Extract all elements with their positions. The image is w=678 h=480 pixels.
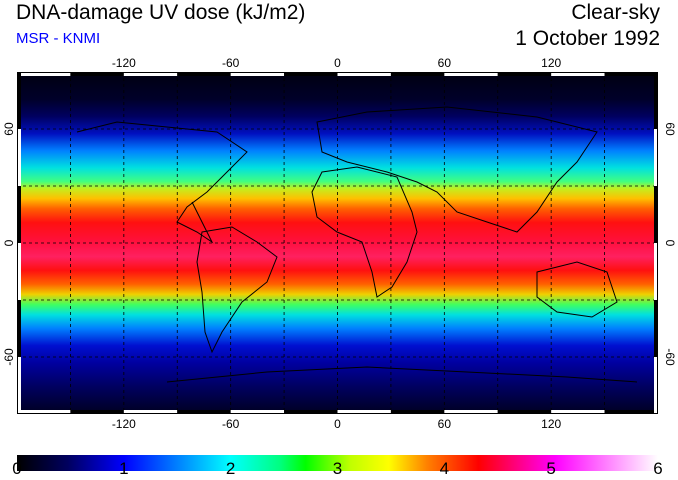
frame-tick-segment: [551, 410, 605, 414]
frame-tick-segment: [17, 72, 71, 76]
map-source: MSR - KNMI: [16, 30, 101, 47]
antarctica-outline: [166, 366, 638, 383]
sky-condition: Clear-sky: [571, 1, 660, 24]
frame-tick-segment: [177, 72, 231, 76]
longitude-label: -120: [111, 417, 136, 431]
frame-tick-segment: [390, 72, 445, 76]
map-date: 1 October 1992: [515, 27, 660, 50]
longitude-label: 120: [541, 417, 562, 431]
frame-tick-segment: [337, 410, 391, 414]
latitude-label: 0: [663, 239, 677, 247]
frame-tick-segment: [17, 243, 21, 300]
latitude-label: 60: [2, 122, 16, 136]
frame-tick-segment: [17, 410, 71, 414]
frame-tick-segment: [551, 72, 605, 76]
frame-tick-segment: [604, 410, 658, 414]
frame-tick-segment: [654, 186, 658, 243]
frame-tick-segment: [497, 410, 552, 414]
australia-outline: [536, 261, 618, 318]
colorbar-tick-label: 3: [332, 459, 343, 478]
frame-tick-segment: [230, 72, 285, 76]
frame-tick-segment: [123, 72, 178, 76]
colorbar-tick-label: 6: [653, 459, 663, 478]
map-title: DNA-damage UV dose (kJ/m2): [16, 1, 306, 24]
frame-tick-segment: [70, 72, 124, 76]
longitude-label: 0: [334, 417, 341, 431]
latitude-label: -60: [2, 348, 16, 366]
colorbar-tick-label: 1: [119, 459, 129, 478]
frame-tick-segment: [284, 72, 338, 76]
frame-tick-segment: [654, 243, 658, 300]
frame-tick-segment: [654, 357, 658, 414]
frame-tick-segment: [604, 72, 658, 76]
eurasia-outline: [316, 106, 598, 233]
frame-tick-segment: [123, 410, 178, 414]
continent-outlines: [76, 106, 638, 383]
frame-tick-segment: [654, 129, 658, 186]
longitude-label: 60: [437, 56, 452, 70]
frame-tick-segment: [70, 410, 124, 414]
latitude-label: 60: [663, 122, 677, 136]
colorbar-tick-label: 2: [225, 459, 236, 478]
frame-tick-segment: [390, 410, 445, 414]
map-frame: [17, 72, 658, 414]
frame-tick-segment: [17, 300, 21, 357]
frame-tick-segment: [497, 72, 552, 76]
frame-tick-segment: [17, 129, 21, 186]
frame-tick-segment: [444, 410, 498, 414]
colorbar-tick-label: 5: [546, 459, 556, 478]
africa-outline: [311, 166, 418, 298]
frame-tick-segment: [177, 410, 231, 414]
longitude-label: -120: [111, 56, 136, 70]
colorbar: [17, 455, 658, 471]
colorbar-tick-label: 4: [439, 459, 450, 478]
frame-tick-segment: [230, 410, 285, 414]
longitude-label: -60: [221, 56, 240, 70]
frame-tick-segment: [17, 357, 21, 414]
colorbar-tick-label: 0: [12, 459, 22, 478]
frame-tick-segment: [444, 72, 498, 76]
longitude-label: 120: [541, 56, 562, 70]
graticule: [17, 72, 658, 414]
frame-tick-segment: [654, 300, 658, 357]
frame-tick-segment: [284, 410, 338, 414]
latitude-label: 0: [2, 239, 16, 247]
frame-tick-segment: [17, 72, 21, 129]
frame-tick-segment: [337, 72, 391, 76]
longitude-label: 60: [437, 417, 452, 431]
frame-tick-segment: [654, 72, 658, 129]
frame-tick-segment: [17, 186, 21, 243]
north-america-outline: [76, 121, 248, 244]
latitude-label: -60: [663, 348, 677, 366]
longitude-label: 0: [334, 56, 341, 70]
longitude-label: -60: [221, 417, 240, 431]
south-america-outline: [196, 226, 278, 354]
